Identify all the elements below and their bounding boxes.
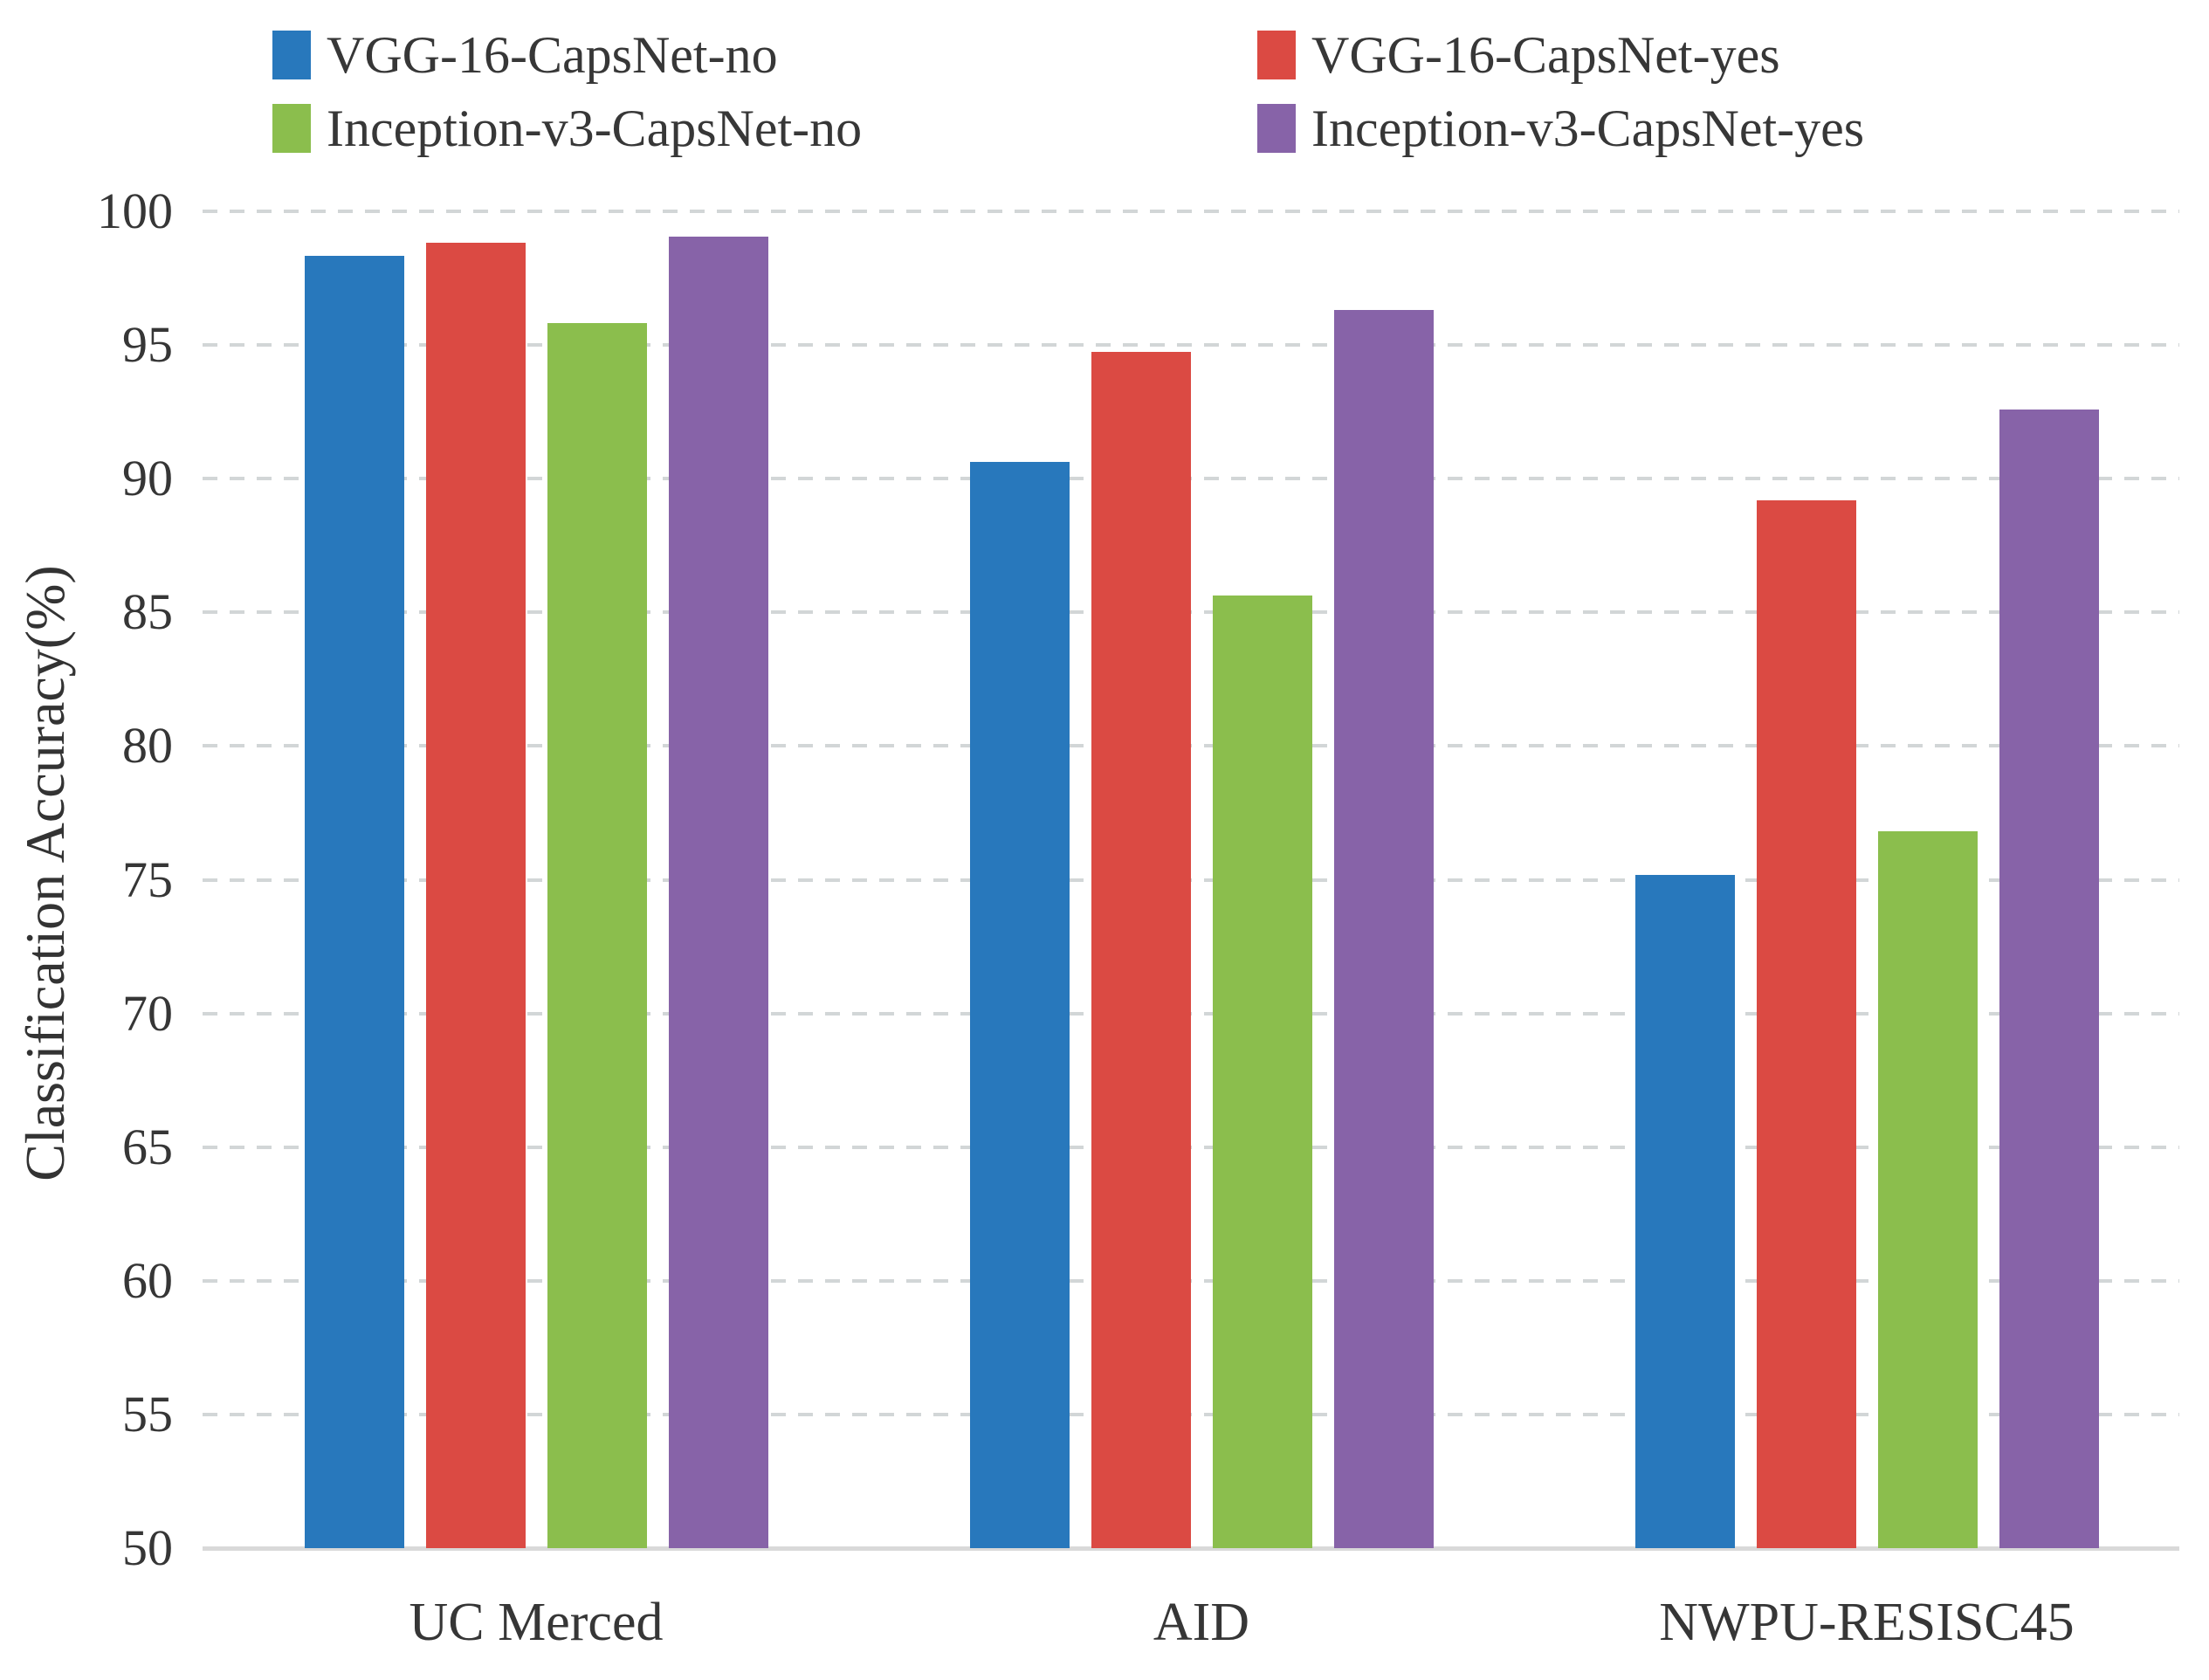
legend-label: Inception-v3-CapsNet-no [327,100,863,157]
x-axis-line [203,1546,2179,1551]
y-tick-label-75: 75 [122,850,173,908]
x-category-label-UC Merced: UC Merced [409,1593,664,1652]
y-tick-label-65: 65 [122,1118,173,1175]
gridline-90 [203,477,2179,481]
bar-VGG-16-CapsNet-no-NWPU-RESISC45 [1634,874,1735,1548]
legend-swatch-purple [1257,104,1296,153]
gridline-95 [203,343,2179,348]
legend-item-inceptionv3-capsnet-yes: Inception-v3-CapsNet-yes [1257,95,1864,162]
legend-swatch-green [272,104,311,153]
legend-swatch-red [1257,31,1296,79]
gridline-100 [203,210,2179,213]
legend-label: VGG-16-CapsNet-yes [1311,26,1780,84]
bar-Inception-v3-CapsNet-yes-UC Merced [668,237,768,1548]
legend-item-vgg16-capsnet-yes: VGG-16-CapsNet-yes [1257,22,1780,88]
bar-VGG-16-CapsNet-no-UC Merced [304,256,404,1548]
bar-VGG-16-CapsNet-yes-NWPU-RESISC45 [1756,500,1856,1548]
x-category-label-NWPU-RESISC45: NWPU-RESISC45 [1659,1593,2075,1652]
bar-Inception-v3-CapsNet-no-AID [1212,596,1312,1548]
gridline-80 [203,744,2179,748]
x-category-label-AID: AID [1153,1593,1250,1652]
y-tick-label-60: 60 [122,1251,173,1309]
bar-Inception-v3-CapsNet-yes-NWPU-RESISC45 [1999,409,2099,1548]
bar-VGG-16-CapsNet-yes-UC Merced [425,243,526,1548]
y-tick-label-85: 85 [122,583,173,641]
legend-item-inceptionv3-capsnet-no: Inception-v3-CapsNet-no [272,95,862,162]
bar-VGG-16-CapsNet-yes-AID [1091,352,1191,1548]
y-tick-label-50: 50 [122,1519,173,1576]
bar-Inception-v3-CapsNet-yes-AID [1333,309,1434,1548]
gridline-70 [203,1011,2179,1016]
y-tick-label-55: 55 [122,1385,173,1442]
gridline-85 [203,610,2179,615]
bar-Inception-v3-CapsNet-no-UC Merced [547,323,647,1548]
legend-label: Inception-v3-CapsNet-yes [1311,100,1865,157]
bar-Inception-v3-CapsNet-no-NWPU-RESISC45 [1877,831,1978,1548]
y-tick-label-90: 90 [122,450,173,507]
legend-label: VGG-16-CapsNet-no [327,26,778,84]
gridline-65 [203,1145,2179,1149]
y-tick-label-95: 95 [122,316,173,374]
legend-swatch-blue [272,31,311,79]
gridline-75 [203,878,2179,882]
gridline-55 [203,1412,2179,1416]
y-tick-label-80: 80 [122,717,173,775]
y-tick-label-100: 100 [97,182,173,239]
legend-item-vgg16-capsnet-no: VGG-16-CapsNet-no [272,22,778,88]
gridline-60 [203,1278,2179,1283]
bar-VGG-16-CapsNet-no-AID [969,461,1070,1548]
y-tick-label-70: 70 [122,984,173,1042]
